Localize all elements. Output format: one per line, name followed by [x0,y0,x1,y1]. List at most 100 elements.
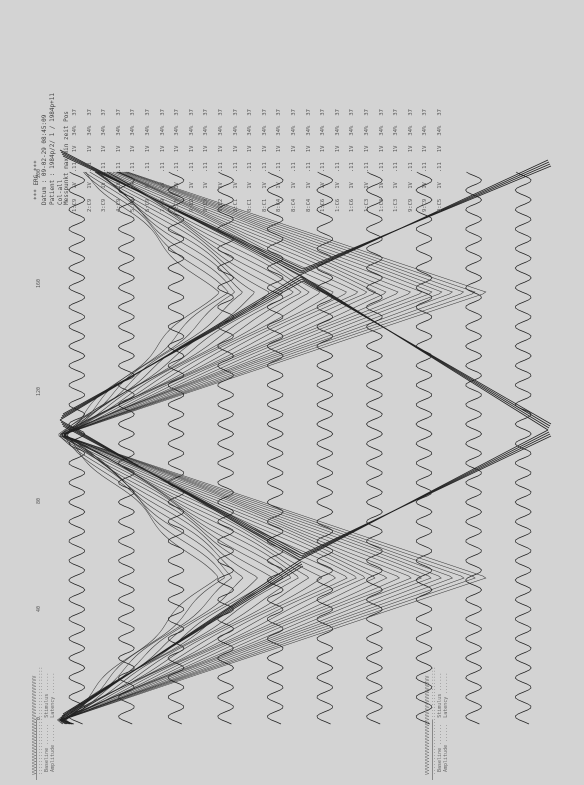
channel-cell-ws: .11 [320,162,327,173]
channel-cell-lv: 1V [86,182,93,189]
channel-cell-p: 34% [159,125,166,136]
sheet-title: *** ERG *** [33,160,40,200]
channel-cell-id: 1:C3 [393,198,400,212]
channel-cell-t: 1V [305,145,312,153]
channel-cell-ws: .11 [232,162,239,173]
channel-row: 1:C6 1V .11 1V 34% 37 [349,99,355,212]
response-trace [60,171,433,725]
channel-cell-n: 37 [305,109,312,116]
channel-cell-t: 1V [320,145,327,153]
channel-cell-p: 34% [174,125,181,136]
channel-cell-lv: 1V [334,182,341,189]
channel-cell-lv: 1V [422,182,429,189]
channel-cell-p: 34% [364,125,370,136]
channel-cell-lv: 1V [218,182,224,189]
channel-cell-n: 37 [115,109,122,116]
channel-cell-t: 1V [261,145,268,153]
response-trace [60,171,443,725]
channel-cell-n: 37 [145,109,151,116]
channel-cell-id: 4:C9 [115,198,122,212]
channel-cell-p: 34% [349,125,356,136]
time-marker: 120 [36,386,42,396]
channel-cell-id: 6:C9 [145,198,151,212]
channel-cell-n: 37 [393,109,400,116]
channel-cell-id: 1:C9 [72,198,78,212]
channel-cell-n: 37 [130,109,137,116]
time-marker: 40 [36,605,42,612]
channel-cell-n: 37 [261,109,268,116]
channel-cell-lv: 1V [407,182,414,189]
channel-cell-lv: 1V [188,182,195,189]
channel-cell-p: 34% [334,125,341,136]
sweep-line [61,278,303,417]
channel-cell-n: 37 [364,109,370,116]
sweep-line [299,429,549,561]
channel-cell-p: 34% [378,125,385,136]
channel-row: 9:C5 1V .11 1V 34% 37 [437,99,443,212]
channel-cell-id: 8:C4 [276,198,283,212]
channel-cell-n: 37 [72,109,78,116]
channel-cell-ws: .11 [334,162,341,173]
channel-cell-id: 9:C9 [422,198,429,212]
channel-row: 9:C9 1V .11 1V 34% 37 [422,99,428,212]
channel-row: 1:C3 1V .11 1V 34% 37 [379,99,385,212]
channel-cell-t: 1V [247,145,254,153]
channel-cell-ws: .11 [159,162,166,173]
channel-cell-ws: .11 [86,162,93,173]
channel-cell-p: 34% [437,125,443,136]
sweep-line [62,280,304,415]
sweep-line [62,155,304,270]
channel-cell-n: 37 [437,109,443,116]
channel-cell-n: 37 [276,109,283,116]
channel-cell-id: 1:C3 [378,198,385,212]
channel-cell-t: 1V [101,145,108,153]
channel-cell-n: 37 [86,109,93,116]
channel-cell-p: 34% [276,125,283,136]
channel-cell-n: 37 [349,109,356,116]
response-trace [58,171,302,725]
channel-cell-t: 1V [349,145,356,153]
channel-cell-p: 34% [203,125,210,136]
channel-cell-n: 37 [203,109,210,116]
channel-cell-lv: 1V [305,182,312,189]
channel-cell-id: 8:C4 [305,198,312,212]
channel-cell-n: 37 [422,109,429,116]
channel-cell-ws: .11 [247,162,254,173]
channel-cell-p: 34% [305,125,312,136]
sweep-line [302,435,552,555]
channel-cell-lv: 1V [203,182,210,189]
channel-cell-id: 8:C1 [232,198,239,212]
channel-row: 7:C9 1V .11 1V 34% 37 [160,99,166,212]
channel-cell-t: 1V [276,145,283,153]
channel-row: 9:C9 1V .11 1V 34% 37 [408,99,414,212]
channel-cell-lv: 1V [159,182,166,189]
baseline-trace [365,171,383,725]
sweep-line [299,274,549,431]
channel-cell-p: 34% [115,125,122,136]
channel-cell-lv: 1V [247,182,254,189]
channel-row: 9:E2 1V .11 1V 34% 37 [189,99,195,212]
channel-cell-lv: 1V [174,182,181,189]
channel-cell-lv: 1V [115,182,122,189]
baseline-trace [465,171,483,725]
response-trace [59,171,368,725]
sweep-line [61,563,303,717]
response-trace [58,171,244,725]
channel-cell-id: 9:E2 [188,198,195,212]
channel-cell-ws: .11 [364,162,370,173]
channel-row: 2:C9 1V .11 1V 34% 37 [87,99,93,212]
response-trace [61,171,465,725]
channel-cell-id: 1:C6 [334,198,341,212]
channel-cell-lv: 1V [364,182,370,189]
channel-cell-lv: 1V [72,182,78,189]
channel-row: 3:C9 1V .11 1V 34% 37 [101,99,107,212]
channel-row: 1:C6 1V .11 1V 34% 37 [335,99,341,212]
sweep-line [59,274,301,421]
sweep-line [300,431,550,559]
channel-cell-lv: 1V [320,182,327,189]
header-patient: Patient : 1984p/2/ 1 / 1984p+11 [49,93,56,205]
channel-cell-n: 37 [247,109,254,116]
channel-cell-p: 34% [86,125,93,136]
channel-cell-n: 37 [101,109,108,116]
